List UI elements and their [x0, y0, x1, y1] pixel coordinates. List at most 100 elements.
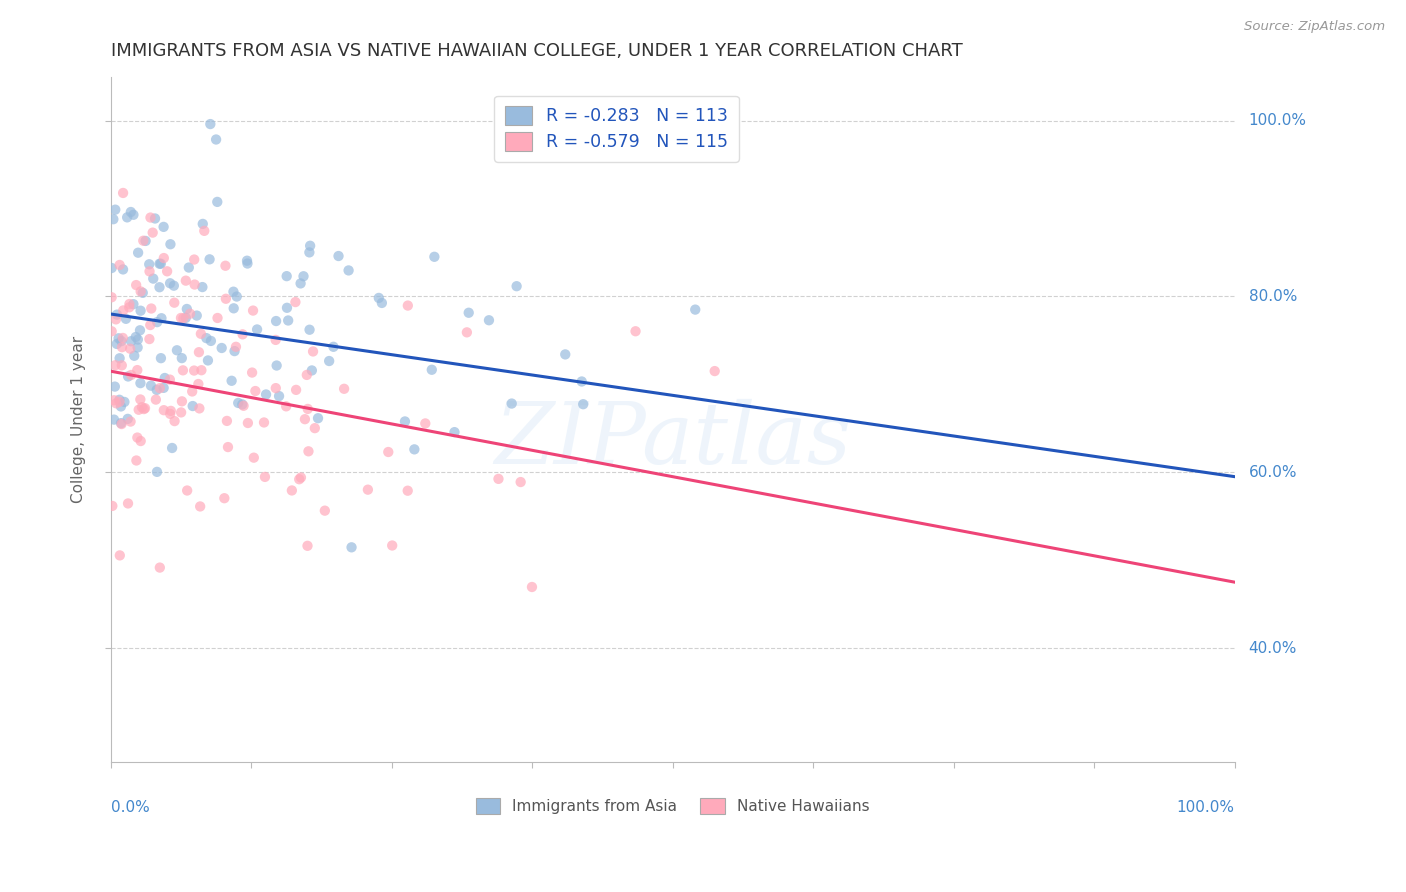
Point	[117, 369, 139, 384]
Point	[149, 351, 172, 366]
Point	[117, 496, 139, 510]
Point	[104, 312, 127, 326]
Point	[183, 277, 205, 292]
Point	[236, 416, 259, 430]
Point	[181, 399, 204, 413]
Point	[100, 324, 122, 338]
Point	[357, 483, 380, 497]
Point	[232, 399, 254, 413]
Point	[146, 465, 169, 479]
Point	[183, 363, 205, 377]
Point	[381, 539, 404, 553]
Point	[299, 239, 322, 253]
Point	[423, 250, 446, 264]
Point	[176, 483, 198, 498]
Point	[129, 285, 152, 299]
Point	[281, 483, 304, 498]
Point	[214, 491, 236, 506]
Point	[120, 334, 142, 349]
Point	[163, 295, 186, 310]
Point	[160, 441, 183, 455]
Point	[139, 211, 162, 225]
Point	[103, 393, 125, 408]
Point	[371, 296, 394, 310]
Point	[221, 374, 243, 388]
Point	[166, 343, 188, 358]
Point	[254, 387, 277, 401]
Point	[367, 291, 389, 305]
Point	[108, 394, 131, 409]
Point	[159, 237, 181, 252]
Point	[115, 311, 138, 326]
Point	[104, 202, 127, 217]
Point	[142, 226, 165, 240]
Point	[118, 301, 141, 315]
Point	[108, 549, 131, 563]
Point	[111, 331, 134, 345]
Point	[243, 450, 266, 465]
Point	[108, 392, 131, 407]
Point	[183, 252, 205, 267]
Point	[174, 310, 197, 325]
Point	[404, 442, 426, 457]
Point	[420, 363, 443, 377]
Point	[294, 412, 316, 426]
Text: IMMIGRANTS FROM ASIA VS NATIVE HAWAIIAN COLLEGE, UNDER 1 YEAR CORRELATION CHART: IMMIGRANTS FROM ASIA VS NATIVE HAWAIIAN …	[111, 42, 962, 60]
Point	[148, 280, 170, 294]
Point	[236, 256, 259, 270]
Point	[222, 285, 245, 299]
Point	[190, 326, 212, 341]
Point	[107, 331, 129, 345]
Point	[394, 414, 416, 428]
Point	[298, 245, 321, 260]
Point	[156, 264, 179, 278]
Point	[132, 285, 155, 300]
Point	[152, 381, 174, 395]
Text: 100.0%: 100.0%	[1249, 113, 1306, 128]
Text: 80.0%: 80.0%	[1249, 289, 1296, 304]
Point	[187, 345, 209, 359]
Point	[240, 366, 263, 380]
Point	[340, 541, 363, 555]
Point	[198, 252, 221, 267]
Point	[127, 333, 149, 347]
Point	[276, 269, 298, 284]
Point	[505, 279, 527, 293]
Point	[135, 234, 157, 248]
Point	[190, 363, 212, 377]
Point	[112, 186, 135, 200]
Point	[276, 301, 298, 315]
Point	[159, 373, 181, 387]
Point	[443, 425, 465, 439]
Point	[127, 363, 149, 377]
Point	[292, 269, 315, 284]
Point	[125, 453, 148, 467]
Point	[138, 332, 160, 346]
Point	[276, 400, 298, 414]
Point	[146, 315, 169, 329]
Point	[520, 580, 543, 594]
Point	[285, 383, 308, 397]
Point	[100, 260, 122, 275]
Point	[195, 331, 218, 345]
Point	[224, 344, 246, 359]
Point	[129, 376, 152, 391]
Point	[571, 375, 593, 389]
Point	[284, 295, 307, 310]
Point	[129, 303, 152, 318]
Point	[297, 444, 319, 458]
Text: ZIPatlas: ZIPatlas	[494, 399, 851, 482]
Point	[267, 389, 290, 403]
Point	[572, 397, 595, 411]
Point	[110, 334, 132, 348]
Point	[134, 401, 156, 416]
Point	[266, 359, 288, 373]
Point	[104, 358, 127, 372]
Point	[253, 470, 276, 484]
Point	[105, 308, 128, 322]
Point	[177, 260, 200, 275]
Text: 40.0%: 40.0%	[1249, 640, 1296, 656]
Point	[128, 402, 150, 417]
Point	[145, 392, 167, 407]
Point	[176, 301, 198, 316]
